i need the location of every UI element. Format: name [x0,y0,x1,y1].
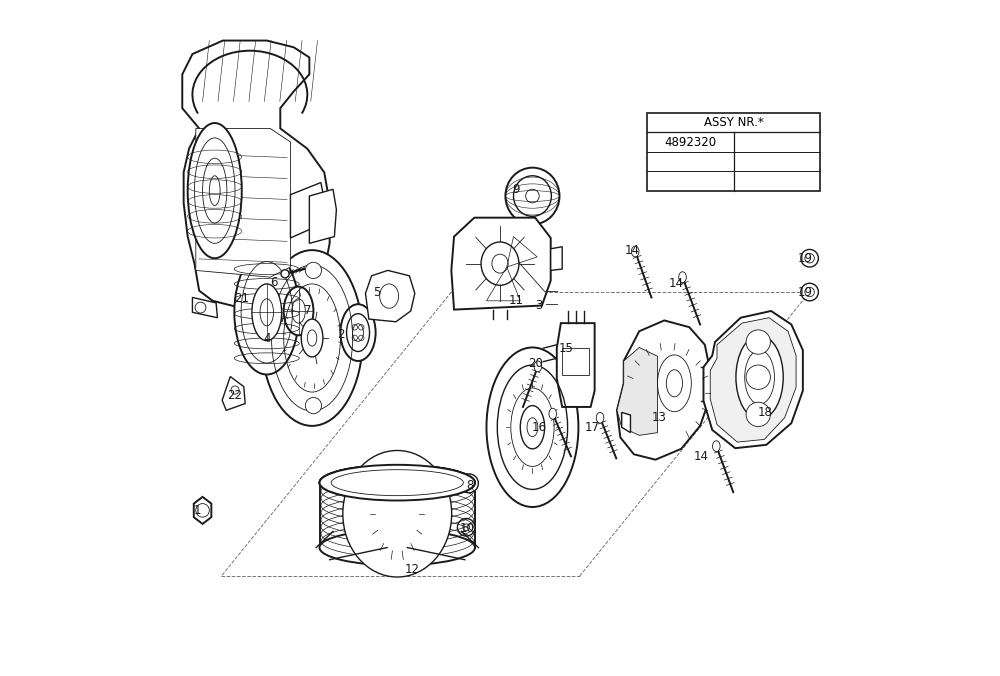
Text: 9: 9 [512,183,519,196]
Polygon shape [290,183,324,238]
Text: 6: 6 [270,276,278,289]
Polygon shape [309,189,336,243]
Text: 4892320: 4892320 [664,136,717,149]
Ellipse shape [457,518,475,536]
Text: 13: 13 [652,410,667,424]
Ellipse shape [736,335,783,419]
Polygon shape [192,297,217,318]
Ellipse shape [713,441,720,452]
Ellipse shape [459,474,478,493]
Ellipse shape [679,272,686,283]
Text: 15: 15 [559,341,574,355]
Ellipse shape [520,406,545,449]
Ellipse shape [486,347,578,507]
Text: 17: 17 [584,420,599,434]
Text: 22: 22 [228,389,243,402]
Text: 3: 3 [536,299,543,312]
Ellipse shape [284,287,313,335]
Ellipse shape [801,249,818,267]
Ellipse shape [534,361,542,372]
Ellipse shape [549,408,557,419]
Text: 18: 18 [758,406,772,419]
Ellipse shape [234,250,299,375]
Ellipse shape [301,319,323,357]
Text: ASSY NR.*: ASSY NR.* [704,116,763,129]
Text: 14: 14 [694,450,709,463]
Text: 12: 12 [405,562,420,576]
Polygon shape [710,318,796,442]
Polygon shape [617,320,710,460]
Text: 1: 1 [193,504,201,517]
Bar [647,113,820,191]
Polygon shape [257,306,282,323]
Ellipse shape [340,304,376,361]
Polygon shape [703,311,803,448]
Ellipse shape [320,465,475,500]
Ellipse shape [801,283,818,301]
Ellipse shape [746,365,770,389]
Text: 19: 19 [798,251,813,265]
Polygon shape [622,412,630,433]
Ellipse shape [596,412,604,423]
Ellipse shape [305,397,322,414]
Polygon shape [222,377,245,410]
Ellipse shape [252,284,282,341]
Polygon shape [194,497,211,524]
Ellipse shape [505,168,559,224]
Text: 10: 10 [460,522,475,535]
Ellipse shape [188,123,242,258]
Bar [320,483,475,548]
Ellipse shape [261,250,363,426]
Ellipse shape [343,450,452,577]
Circle shape [281,270,289,278]
Polygon shape [196,128,290,277]
Ellipse shape [481,242,519,285]
Polygon shape [182,41,330,311]
Text: 16: 16 [532,420,547,434]
Text: 4: 4 [263,331,271,345]
Text: 5: 5 [373,285,381,299]
Text: 7: 7 [304,304,311,318]
Ellipse shape [320,530,475,565]
Polygon shape [557,323,595,407]
Circle shape [195,302,206,313]
Ellipse shape [320,465,475,500]
Bar [562,348,589,375]
Text: 14: 14 [668,277,683,291]
Text: 20: 20 [528,357,543,370]
Text: 8: 8 [466,479,473,492]
Ellipse shape [746,402,770,427]
Ellipse shape [320,465,475,500]
Polygon shape [365,270,415,322]
Text: 2: 2 [337,328,344,341]
Polygon shape [551,247,562,270]
Ellipse shape [305,262,322,279]
Polygon shape [451,218,551,310]
Text: 21: 21 [234,292,249,306]
Ellipse shape [631,246,639,257]
Text: 11: 11 [509,294,524,308]
Text: 14: 14 [624,243,639,257]
Ellipse shape [746,330,770,354]
Circle shape [263,310,274,320]
Text: 19: 19 [798,285,813,299]
Polygon shape [617,347,658,435]
